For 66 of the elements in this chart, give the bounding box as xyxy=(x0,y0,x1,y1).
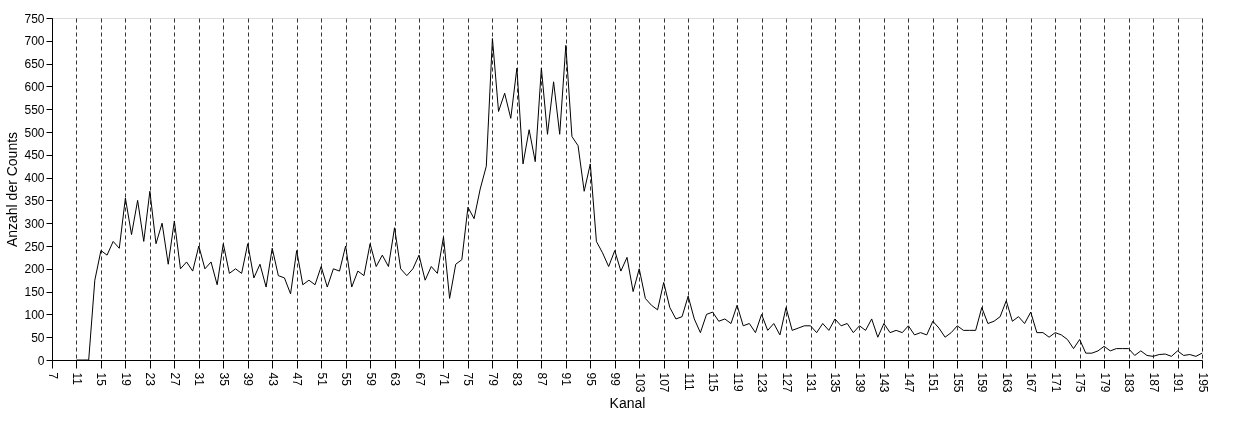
x-tick-label: 127 xyxy=(779,372,794,393)
x-tick-label: 67 xyxy=(412,372,427,387)
x-tick-label: 87 xyxy=(534,372,549,387)
x-tick-label: 163 xyxy=(999,372,1014,393)
x-tick-label: 51 xyxy=(314,372,329,387)
x-tick-label: 179 xyxy=(1097,372,1112,393)
x-tick-label: 15 xyxy=(94,372,109,387)
x-tick-label: 83 xyxy=(510,372,525,387)
y-tick-label: 450 xyxy=(24,148,45,163)
x-tick-label: 19 xyxy=(118,372,133,387)
x-tick-label: 103 xyxy=(632,372,647,393)
x-tick-label: 195 xyxy=(1195,372,1210,393)
x-tick-label: 63 xyxy=(388,372,403,387)
y-tick-label: 50 xyxy=(31,330,45,345)
x-tick-label: 27 xyxy=(167,372,182,387)
x-tick-label: 71 xyxy=(436,372,451,387)
x-tick-label: 91 xyxy=(559,372,574,387)
y-tick-label: 650 xyxy=(24,57,45,72)
x-tick-label: 59 xyxy=(363,372,378,387)
x-tick-label: 99 xyxy=(608,372,623,387)
y-tick-label: 200 xyxy=(24,262,45,277)
x-tick-label: 79 xyxy=(485,372,500,387)
x-tick-label: 7 xyxy=(45,372,60,380)
x-tick-label: 11 xyxy=(69,372,84,386)
x-tick-label: 23 xyxy=(143,372,158,387)
x-tick-label: 151 xyxy=(926,372,941,393)
x-tick-label: 135 xyxy=(828,372,843,393)
x-tick-label: 187 xyxy=(1146,372,1161,393)
y-tick-label: 500 xyxy=(24,125,45,140)
x-tick-label: 155 xyxy=(950,372,965,393)
x-tick-label: 111 xyxy=(681,372,696,392)
x-tick-label: 191 xyxy=(1171,372,1186,393)
x-tick-label: 159 xyxy=(975,372,990,393)
x-tick-label: 175 xyxy=(1073,372,1088,393)
y-tick-label: 150 xyxy=(24,285,45,300)
y-tick-label: 400 xyxy=(24,171,45,186)
y-tick-label: 100 xyxy=(24,307,45,322)
x-tick-label: 139 xyxy=(852,372,867,393)
x-tick-label: 39 xyxy=(241,372,256,387)
y-tick-label: 300 xyxy=(24,216,45,231)
x-tick-label: 31 xyxy=(192,372,207,387)
x-tick-label: 43 xyxy=(265,372,280,387)
x-tick-label: 123 xyxy=(755,372,770,393)
y-tick-label: 550 xyxy=(24,102,45,117)
y-tick-label: 600 xyxy=(24,79,45,94)
x-tick-label: 119 xyxy=(730,372,745,392)
x-tick-label: 35 xyxy=(216,372,231,387)
x-tick-label: 171 xyxy=(1048,372,1063,393)
x-tick-label: 95 xyxy=(583,372,598,387)
x-tick-label: 143 xyxy=(877,372,892,393)
y-tick-label: 350 xyxy=(24,193,45,208)
y-tick-label: 0 xyxy=(37,353,45,368)
x-tick-label: 167 xyxy=(1024,372,1039,393)
x-tick-label: 183 xyxy=(1122,372,1137,393)
x-tick-label: 107 xyxy=(657,372,672,393)
y-tick-label: 700 xyxy=(24,34,45,49)
x-tick-label: 75 xyxy=(461,372,476,387)
y-tick-label: 250 xyxy=(24,239,45,254)
y-axis-title: Anzahl der Counts xyxy=(4,131,21,248)
x-tick-label: 47 xyxy=(290,372,305,387)
x-tick-label: 131 xyxy=(804,372,819,393)
x-axis-title: Kanal xyxy=(609,394,646,411)
x-tick-label: 55 xyxy=(339,372,354,387)
x-tick-label: 115 xyxy=(706,372,721,392)
y-tick-label: 750 xyxy=(24,11,45,26)
x-tick-label: 147 xyxy=(901,372,916,393)
